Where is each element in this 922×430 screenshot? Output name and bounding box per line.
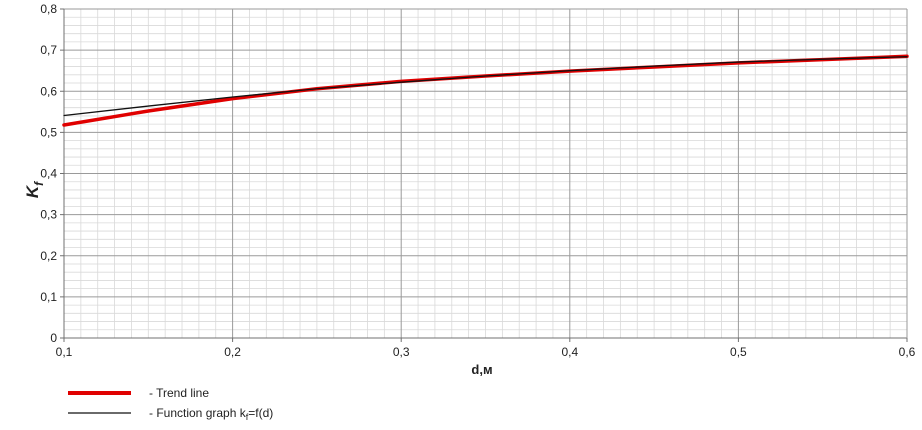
x-tick-label: 0,2 xyxy=(224,345,241,359)
y-axis-title-subscript: f xyxy=(32,181,46,186)
legend-label-function-graph: - Function graph kf=f(d) xyxy=(149,406,273,422)
y-tick-label: 0,6 xyxy=(40,84,57,98)
legend-label-trend-line: - Trend line xyxy=(149,386,209,400)
tick-labels: 0,1 0,2 0,3 0,4 0,5 0,600,10,20,30,40,50,60,7… xyxy=(40,2,915,359)
legend-label-function-sub: f xyxy=(246,412,249,422)
grid xyxy=(64,8,907,338)
y-tick-label: 0,2 xyxy=(40,249,57,263)
x-tick-label: 0,1 xyxy=(56,345,73,359)
y-tick-label: 0,1 xyxy=(40,290,57,304)
legend-label-function-prefix: - Function graph k xyxy=(149,406,247,420)
axes xyxy=(60,8,908,342)
y-axis-title: Kf xyxy=(23,181,46,198)
function-graph-series xyxy=(63,56,908,117)
x-tick-label: 0,6 xyxy=(899,345,916,359)
x-axis-title: d,м xyxy=(471,362,492,377)
x-tick-label: 0,5 xyxy=(730,345,747,359)
y-tick-label: 0,7 xyxy=(40,43,57,57)
y-tick-label: 0 xyxy=(50,331,57,345)
y-tick-label: 0,3 xyxy=(40,208,57,222)
y-tick-label: 0,4 xyxy=(40,167,57,181)
x-tick-label: 0,4 xyxy=(561,345,578,359)
y-tick-label: 0,5 xyxy=(40,125,57,139)
y-tick-label: 0,8 xyxy=(40,2,57,16)
series-lines xyxy=(62,54,909,127)
x-tick-label: 0,3 xyxy=(393,345,410,359)
legend-label-function-suffix: =f(d) xyxy=(248,406,273,420)
y-axis-title-main: K xyxy=(23,184,42,198)
legend: - Trend line - Function graph kf=f(d) xyxy=(68,386,273,422)
